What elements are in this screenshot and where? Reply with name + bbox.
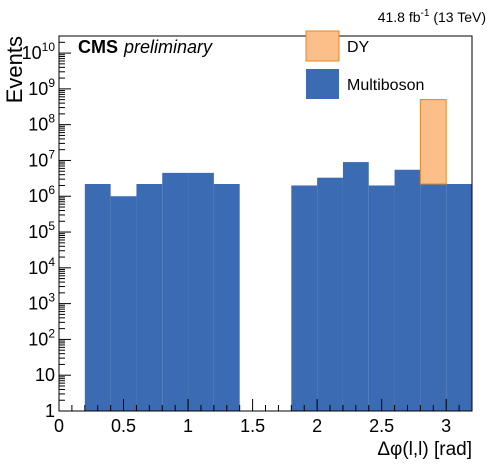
bar-multiboson-12: [368, 185, 395, 411]
x-tick-label-0: 0: [54, 416, 64, 436]
y-tick-label-2: 102: [28, 326, 55, 349]
bar-multiboson-5: [188, 172, 214, 411]
luminosity-label: 41.8 fb-1 (13 TeV): [378, 8, 486, 25]
x-tick-label-5: 2.5: [369, 416, 394, 436]
y-tick-label-5: 105: [28, 219, 55, 242]
x-tick-label-3: 1.5: [240, 416, 265, 436]
y-tick-label-8: 108: [28, 112, 55, 135]
y-tick-label-7: 107: [28, 147, 55, 170]
legend-label-dy: DY: [347, 39, 370, 56]
legend-swatch-multiboson: [306, 69, 339, 99]
experiment-label: CMS preliminary: [78, 37, 213, 57]
bar-multiboson-15: [446, 183, 472, 411]
bar-dy-14: [419, 99, 447, 185]
x-tick-label-4: 2: [312, 416, 322, 436]
legend-label-multiboson: Multiboson: [347, 77, 424, 94]
bar-multiboson-11: [342, 162, 369, 411]
y-tick-label-4: 104: [28, 255, 55, 278]
bar-multiboson-13: [394, 169, 421, 411]
y-tick-label-6: 106: [28, 183, 55, 206]
legend: DY Multiboson: [305, 30, 424, 99]
bar-multiboson-9: [291, 185, 318, 411]
bar-multiboson-2: [110, 196, 137, 411]
y-tick-label-9: 109: [28, 76, 55, 99]
y-tick-label-3: 103: [28, 291, 55, 314]
x-axis: 0 0.5 1 1.5 2 2.5 3: [54, 399, 473, 436]
y-tick-label-0: 1: [45, 401, 55, 421]
bar-multiboson-10: [317, 177, 343, 411]
y-tick-label-1: 10: [35, 365, 55, 385]
x-tick-label-1: 0.5: [111, 416, 136, 436]
bar-multiboson-14: [420, 183, 447, 411]
x-tick-label-2: 1: [183, 416, 193, 436]
y-tick-label-10: 1010: [22, 40, 56, 63]
y-axis: 1 10 102 103 104 105 106 107 108 109 1010: [22, 35, 71, 421]
bars-layer: [84, 99, 472, 411]
y-axis-label: Events: [2, 36, 27, 103]
bar-multiboson-6: [213, 183, 240, 411]
x-tick-label-6: 3: [441, 416, 451, 436]
bar-multiboson-3: [136, 183, 163, 411]
legend-swatch-dy: [305, 30, 340, 62]
bar-multiboson-1: [84, 183, 111, 411]
x-axis-label: Δφ(l,l) [rad]: [377, 439, 472, 460]
bar-multiboson-4: [162, 172, 189, 411]
